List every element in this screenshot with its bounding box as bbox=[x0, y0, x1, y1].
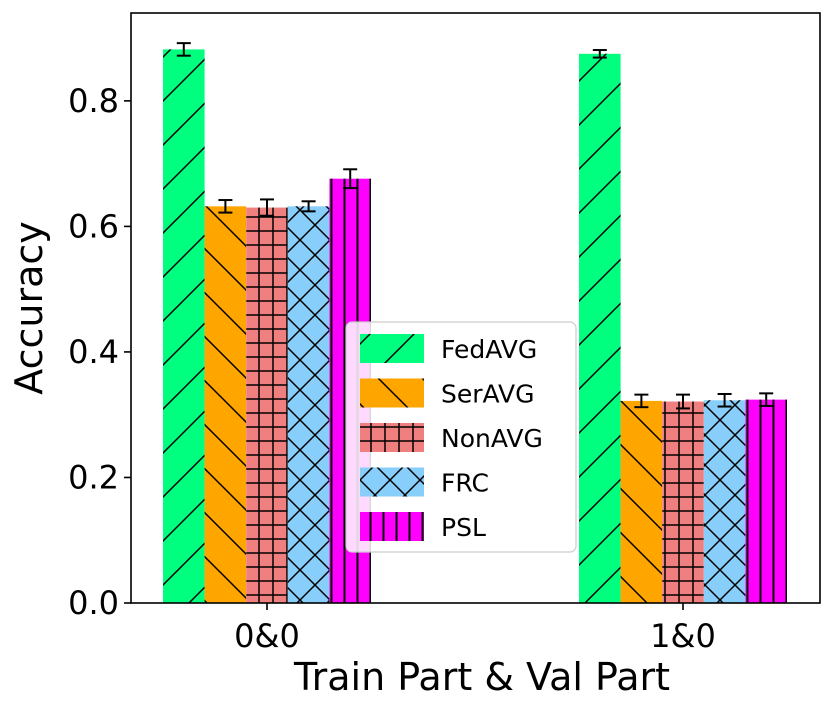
y-axis-title: Accuracy bbox=[7, 221, 51, 395]
bar-nonavg-group-2 bbox=[662, 401, 704, 603]
legend-swatch-psl bbox=[360, 512, 424, 541]
error-bar-fedavg-group-1 bbox=[176, 42, 191, 57]
error-bar-psl-group-2 bbox=[759, 392, 774, 407]
legend: FedAVG SerAVG NonAVG FRC PSL bbox=[345, 321, 577, 553]
bar-fedavg-group-1 bbox=[163, 49, 205, 604]
legend-entry-frc: FRC bbox=[360, 467, 489, 498]
legend-label-frc: FRC bbox=[441, 469, 489, 498]
y-tick-label: 0.4 bbox=[68, 333, 119, 371]
y-tick-label: 0.0 bbox=[68, 584, 119, 622]
error-bar-frc-group-1 bbox=[301, 200, 316, 213]
error-bars-layer bbox=[176, 42, 774, 410]
legend-label-seravg: SerAVG bbox=[441, 380, 535, 409]
bar-seravg-group-2 bbox=[620, 400, 663, 603]
error-bar-seravg-group-2 bbox=[634, 393, 649, 409]
y-axis-ticks: 0.0 0.2 0.4 0.6 0.8 bbox=[68, 82, 131, 622]
x-tick-label: 0&0 bbox=[234, 617, 300, 655]
legend-entry-psl: PSL bbox=[360, 512, 486, 542]
legend-swatch-fedavg bbox=[360, 334, 424, 363]
legend-swatch-seravg bbox=[360, 378, 424, 408]
plot-area-frame bbox=[130, 12, 821, 604]
bar-nonavg-group-1 bbox=[246, 207, 288, 603]
legend-label-fedavg: FedAVG bbox=[441, 335, 537, 364]
error-bar-nonavg-group-2 bbox=[676, 393, 690, 410]
y-tick-label: 0.6 bbox=[68, 207, 119, 245]
bar-psl-group-2 bbox=[745, 399, 787, 603]
error-bar-seravg-group-1 bbox=[218, 199, 233, 214]
legend-entry-fedavg: FedAVG bbox=[360, 334, 537, 364]
y-tick-label: 0.8 bbox=[68, 82, 119, 120]
legend-label-nonavg: NonAVG bbox=[441, 424, 543, 453]
legend-entry-seravg: SerAVG bbox=[360, 378, 535, 409]
bar-seravg-group-1 bbox=[204, 206, 247, 603]
bar-frc-group-1 bbox=[287, 206, 330, 603]
y-tick-label: 0.2 bbox=[68, 458, 119, 496]
error-bar-fedavg-group-2 bbox=[592, 49, 607, 59]
bar-frc-group-2 bbox=[703, 400, 746, 603]
error-bar-frc-group-2 bbox=[717, 392, 732, 408]
legend-label-psl: PSL bbox=[441, 513, 486, 542]
bar-fedavg-group-2 bbox=[579, 53, 621, 604]
x-tick-label: 1&0 bbox=[650, 617, 716, 655]
x-axis-ticks: 0&0 1&0 bbox=[234, 603, 716, 655]
x-axis-title: Train Part & Val Part bbox=[293, 655, 670, 699]
legend-swatch-nonavg bbox=[360, 423, 424, 452]
legend-swatch-frc bbox=[360, 467, 424, 497]
legend-entry-nonavg: NonAVG bbox=[360, 423, 543, 453]
error-bar-psl-group-1 bbox=[343, 168, 358, 190]
error-bar-nonavg-group-1 bbox=[260, 198, 274, 217]
